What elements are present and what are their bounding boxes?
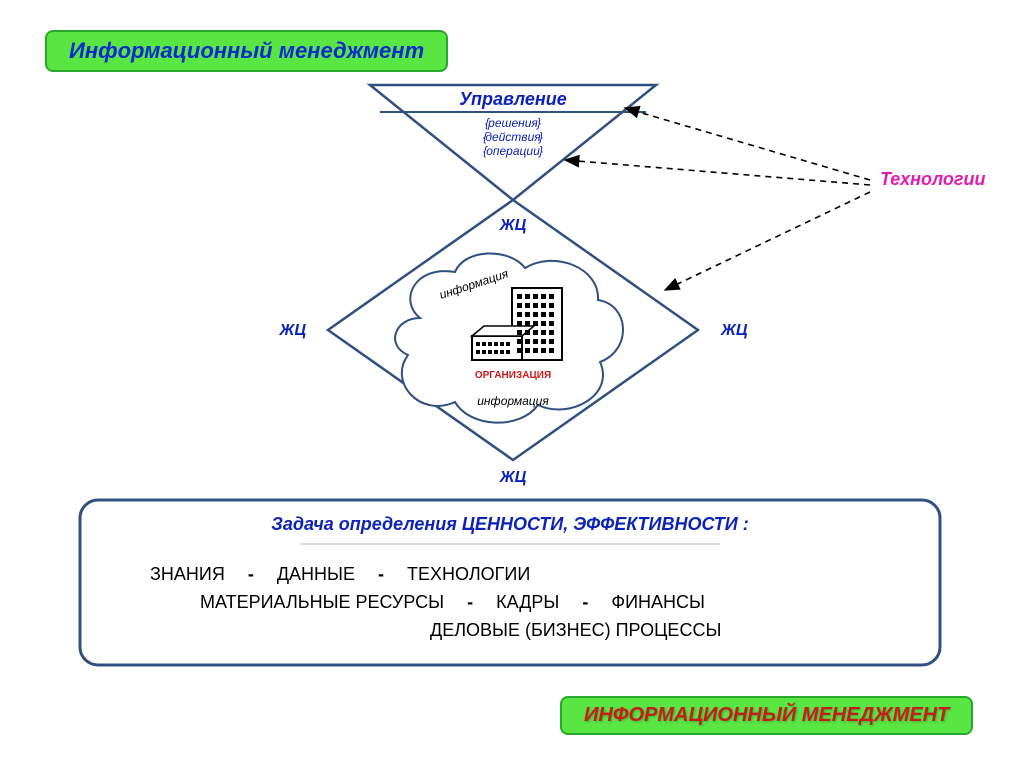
triangle-title: Управление bbox=[459, 89, 566, 109]
lc-label-left: ЖЦ bbox=[279, 322, 307, 339]
svg-text:действия: действия bbox=[485, 130, 541, 144]
lc-label-top: ЖЦ bbox=[499, 217, 527, 234]
svg-text:ЗНАНИЯ - ДАННЫЕ: ЗНАНИЯ - ДАННЫЕ - ТЕХНОЛОГИИ bbox=[150, 564, 530, 584]
triangle-items: {решения} {действия} {операции} bbox=[483, 116, 543, 158]
svg-text:}: } bbox=[536, 116, 541, 130]
lc-label-bottom: ЖЦ bbox=[499, 469, 527, 486]
diagram-svg: Управление {решения} {действия} {операци… bbox=[0, 0, 1024, 768]
svg-text:}: } bbox=[538, 130, 543, 144]
lc-label-right: ЖЦ bbox=[720, 322, 748, 339]
svg-text:операции: операции bbox=[486, 144, 540, 158]
technologies-label: Технологии bbox=[880, 169, 986, 189]
org-label: ОРГАНИЗАЦИЯ bbox=[475, 370, 551, 381]
technology-arrows bbox=[565, 108, 870, 290]
svg-text:ДЕЛОВЫЕ (БИЗНЕС) ПРОЦЕССЫ: ДЕЛОВЫЕ (БИЗНЕС) ПРОЦЕССЫ bbox=[430, 620, 721, 640]
bottom-title: Задача определения ЦЕННОСТИ, ЭФФЕКТИВНОС… bbox=[271, 514, 748, 534]
svg-text:}: } bbox=[538, 144, 543, 158]
svg-text:решения: решения bbox=[487, 116, 538, 130]
info-label-bottom: информация bbox=[477, 394, 549, 408]
